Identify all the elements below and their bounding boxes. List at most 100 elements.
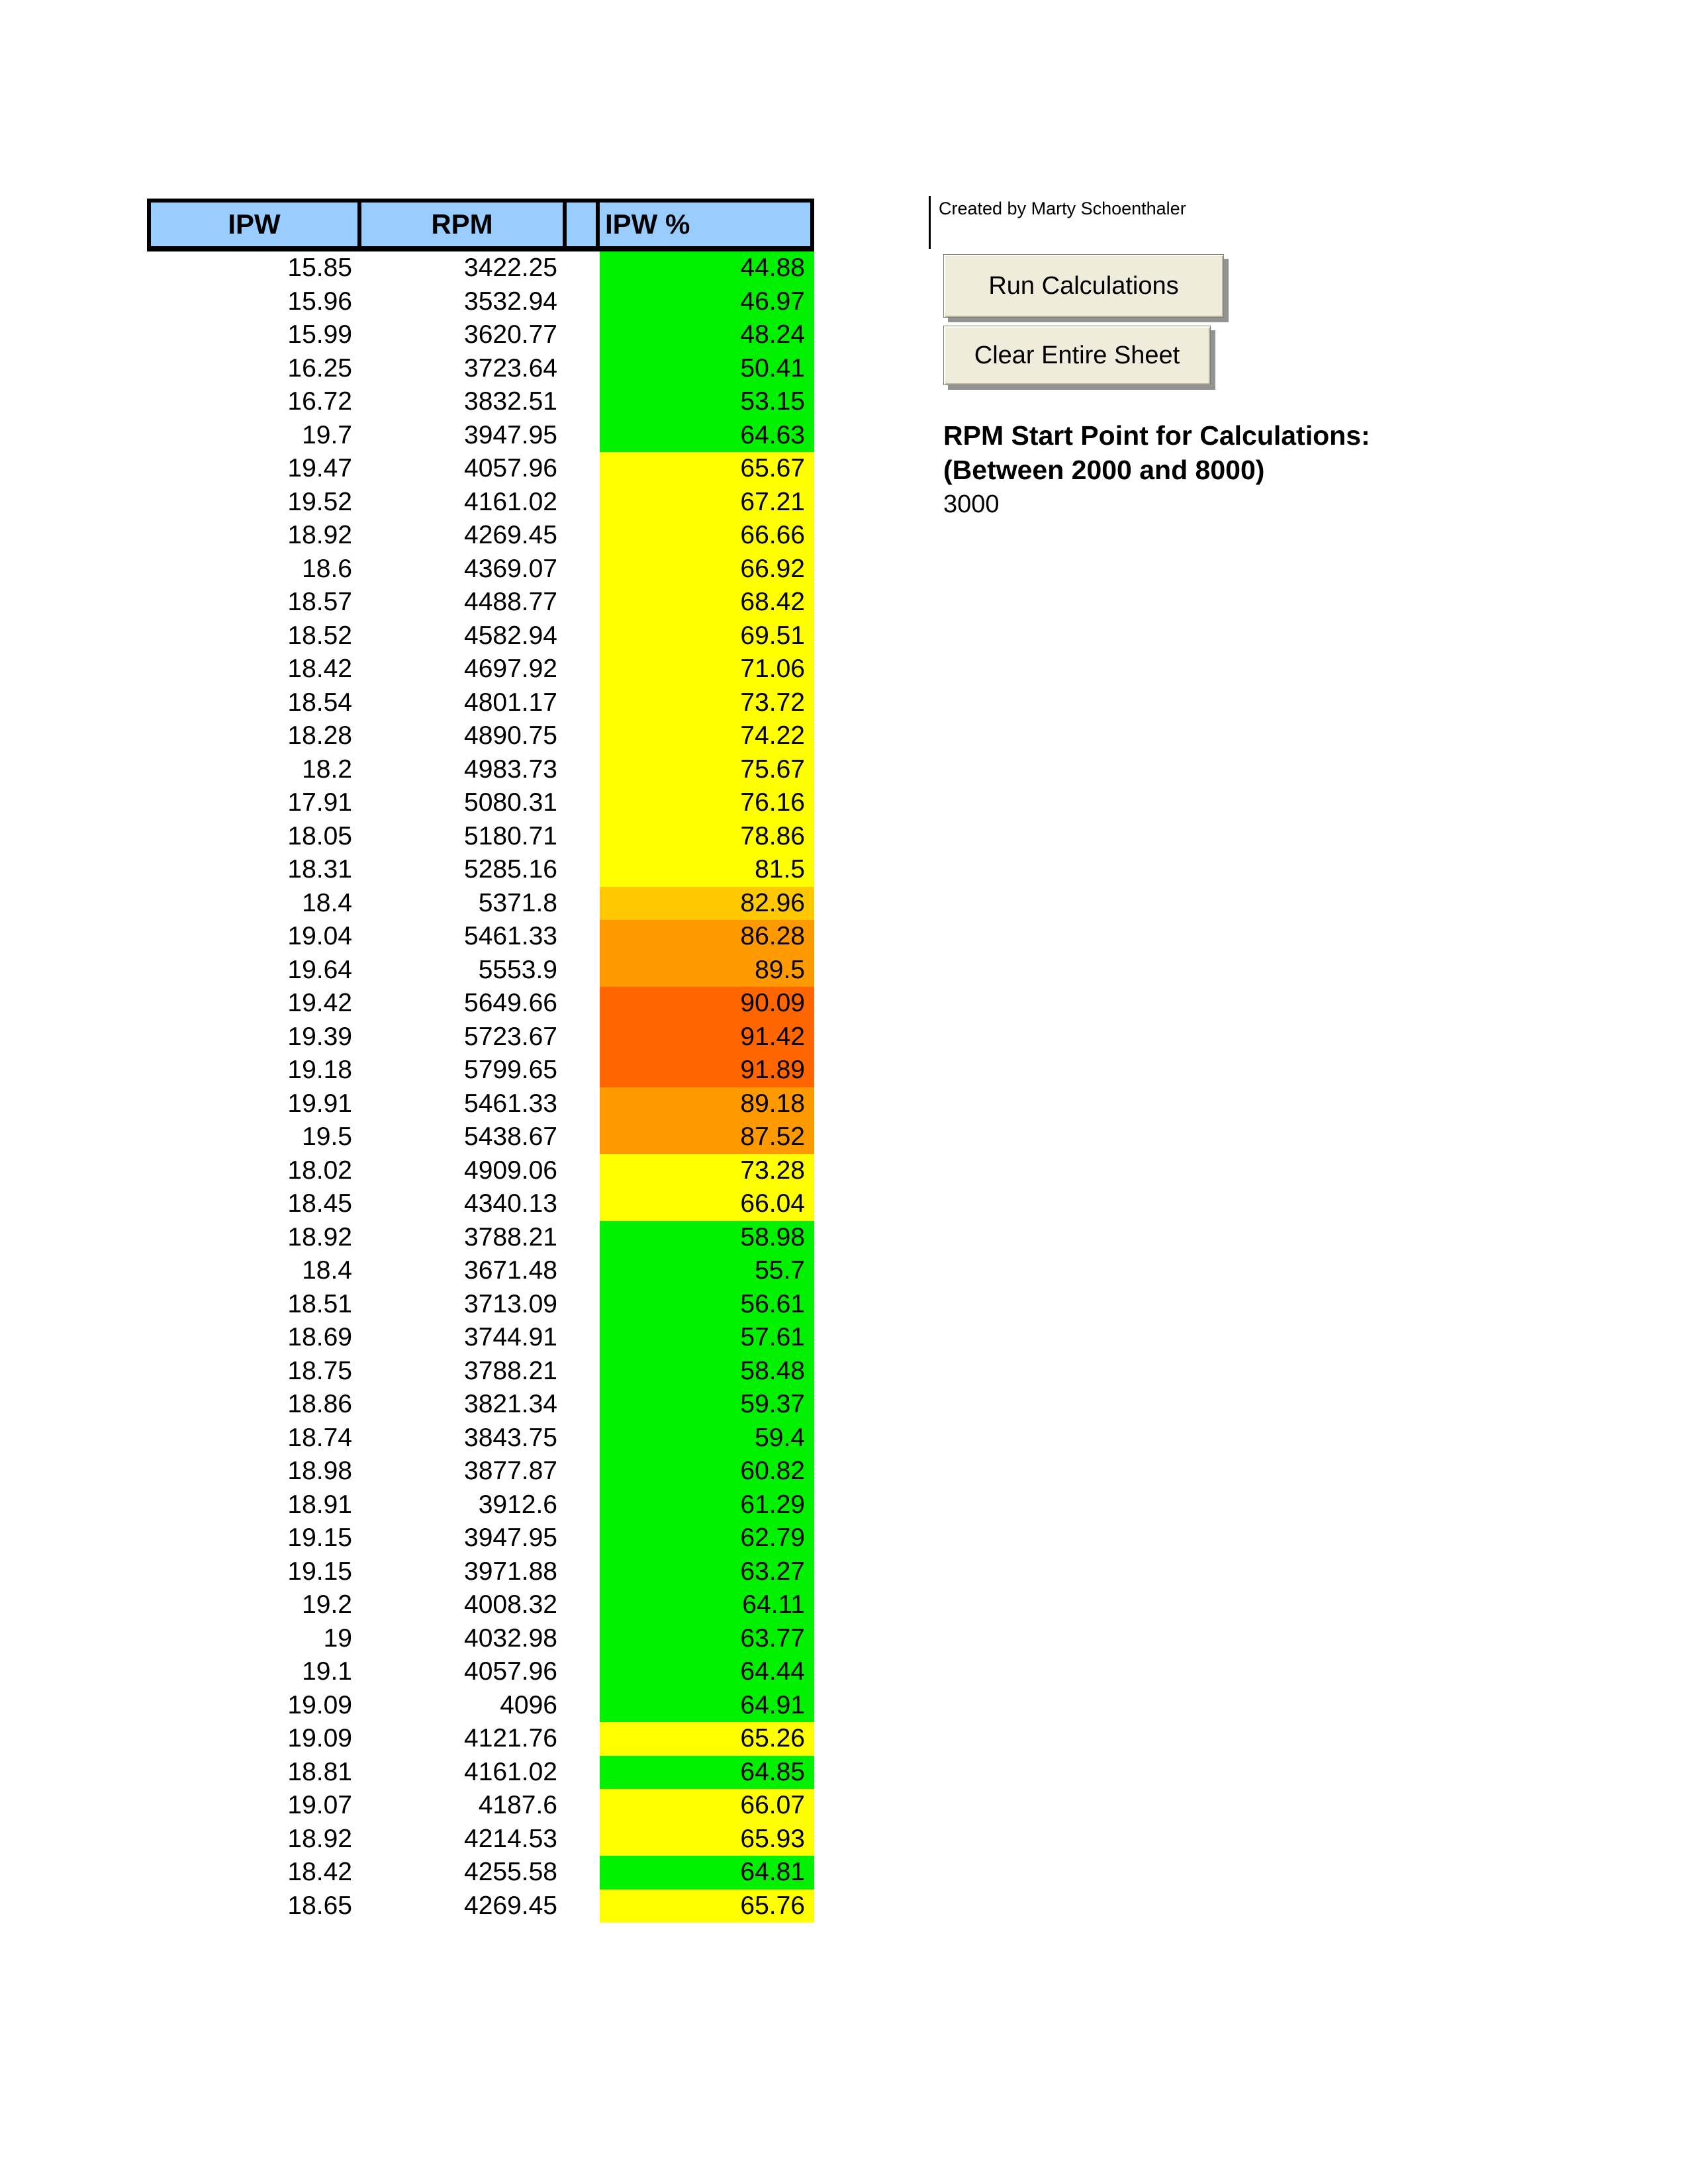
rpm-cell[interactable]: 3713.09 bbox=[464, 1289, 557, 1318]
spacer-cell[interactable] bbox=[567, 1021, 600, 1054]
rpm-cell[interactable]: 5649.66 bbox=[464, 989, 557, 1018]
rpm-cell[interactable]: 5438.67 bbox=[464, 1122, 557, 1152]
ipw-pct-cell[interactable]: 66.92 bbox=[600, 552, 814, 586]
ipw-cell[interactable]: 19.15 bbox=[287, 1524, 352, 1553]
ipw-cell[interactable]: 18.31 bbox=[287, 855, 352, 884]
rpm-cell[interactable]: 5080.31 bbox=[464, 788, 557, 817]
ipw-pct-cell[interactable]: 64.85 bbox=[600, 1755, 814, 1789]
ipw-pct-cell[interactable]: 59.4 bbox=[600, 1421, 814, 1455]
rpm-cell[interactable]: 3971.88 bbox=[464, 1557, 557, 1586]
ipw-cell[interactable]: 18.51 bbox=[287, 1289, 352, 1318]
ipw-cell[interactable]: 18.2 bbox=[302, 754, 352, 784]
spacer-cell[interactable] bbox=[567, 1120, 600, 1154]
ipw-cell[interactable]: 18.92 bbox=[287, 1824, 352, 1853]
spacer-cell[interactable] bbox=[567, 1756, 600, 1790]
rpm-cell[interactable]: 3744.91 bbox=[464, 1323, 557, 1352]
spacer-cell[interactable] bbox=[567, 1355, 600, 1388]
ipw-pct-cell[interactable]: 60.82 bbox=[600, 1455, 814, 1488]
spacer-cell[interactable] bbox=[567, 1422, 600, 1455]
rpm-cell[interactable]: 5180.71 bbox=[464, 821, 557, 850]
rpm-cell[interactable]: 3788.21 bbox=[464, 1222, 557, 1251]
rpm-cell[interactable]: 4057.96 bbox=[464, 1657, 557, 1686]
spacer-cell[interactable] bbox=[567, 1522, 600, 1555]
ipw-cell[interactable]: 18.92 bbox=[287, 1222, 352, 1251]
rpm-cell[interactable]: 4008.32 bbox=[464, 1590, 557, 1619]
ipw-cell[interactable]: 19.47 bbox=[287, 454, 352, 483]
ipw-cell[interactable]: 15.85 bbox=[287, 253, 352, 283]
ipw-cell[interactable]: 19.7 bbox=[302, 420, 352, 449]
ipw-pct-cell[interactable]: 46.97 bbox=[600, 285, 814, 318]
rpm-cell[interactable]: 4909.06 bbox=[464, 1156, 557, 1185]
ipw-cell[interactable]: 19 bbox=[323, 1623, 352, 1653]
rpm-cell[interactable]: 3620.77 bbox=[464, 320, 557, 349]
ipw-cell[interactable]: 18.4 bbox=[302, 888, 352, 917]
ipw-pct-cell[interactable]: 90.09 bbox=[600, 987, 814, 1021]
spacer-cell[interactable] bbox=[567, 887, 600, 921]
ipw-pct-cell[interactable]: 64.81 bbox=[600, 1856, 814, 1889]
ipw-cell[interactable]: 18.28 bbox=[287, 721, 352, 751]
spacer-cell[interactable] bbox=[567, 486, 600, 520]
spacer-cell[interactable] bbox=[567, 1187, 600, 1221]
ipw-cell[interactable]: 18.6 bbox=[302, 554, 352, 583]
spacer-cell[interactable] bbox=[567, 920, 600, 954]
ipw-pct-cell[interactable]: 89.5 bbox=[600, 953, 814, 987]
ipw-pct-cell[interactable]: 65.26 bbox=[600, 1722, 814, 1756]
ipw-pct-cell[interactable]: 63.77 bbox=[600, 1621, 814, 1655]
spacer-cell[interactable] bbox=[567, 1488, 600, 1522]
rpm-cell[interactable]: 5799.65 bbox=[464, 1056, 557, 1085]
spacer-cell[interactable] bbox=[567, 786, 600, 820]
ipw-cell[interactable]: 17.91 bbox=[287, 788, 352, 817]
ipw-cell[interactable]: 18.42 bbox=[287, 655, 352, 684]
spacer-cell[interactable] bbox=[567, 1455, 600, 1488]
ipw-pct-cell[interactable]: 48.24 bbox=[600, 318, 814, 352]
spacer-cell[interactable] bbox=[567, 419, 600, 453]
ipw-cell[interactable]: 15.99 bbox=[287, 320, 352, 349]
ipw-pct-cell[interactable]: 87.52 bbox=[600, 1120, 814, 1154]
ipw-cell[interactable]: 18.05 bbox=[287, 821, 352, 850]
rpm-cell[interactable]: 3821.34 bbox=[464, 1390, 557, 1419]
ipw-cell[interactable]: 19.07 bbox=[287, 1791, 352, 1820]
spacer-cell[interactable] bbox=[567, 1288, 600, 1322]
spacer-cell[interactable] bbox=[567, 686, 600, 720]
spacer-cell[interactable] bbox=[567, 1789, 600, 1823]
ipw-pct-cell[interactable]: 64.11 bbox=[600, 1588, 814, 1622]
spacer-cell[interactable] bbox=[567, 318, 600, 352]
ipw-pct-cell[interactable]: 67.21 bbox=[600, 485, 814, 519]
ipw-pct-cell[interactable]: 57.61 bbox=[600, 1321, 814, 1355]
header-cell-ipw-pct[interactable]: IPW % bbox=[605, 208, 690, 240]
ipw-pct-cell[interactable]: 66.07 bbox=[600, 1789, 814, 1823]
ipw-pct-cell[interactable]: 55.7 bbox=[600, 1254, 814, 1288]
rpm-cell[interactable]: 3912.6 bbox=[478, 1490, 557, 1519]
spacer-cell[interactable] bbox=[567, 987, 600, 1021]
ipw-pct-cell[interactable]: 66.66 bbox=[600, 519, 814, 553]
rpm-cell[interactable]: 4161.02 bbox=[464, 487, 557, 516]
ipw-pct-cell[interactable]: 53.15 bbox=[600, 385, 814, 419]
ipw-pct-cell[interactable]: 62.79 bbox=[600, 1522, 814, 1555]
ipw-cell[interactable]: 18.65 bbox=[287, 1891, 352, 1920]
rpm-cell[interactable]: 4269.45 bbox=[464, 1891, 557, 1920]
ipw-pct-cell[interactable]: 74.22 bbox=[600, 719, 814, 753]
ipw-cell[interactable]: 15.96 bbox=[287, 287, 352, 316]
spacer-cell[interactable] bbox=[567, 1655, 600, 1689]
ipw-cell[interactable]: 19.52 bbox=[287, 487, 352, 516]
spacer-cell[interactable] bbox=[567, 1221, 600, 1255]
ipw-cell[interactable]: 18.4 bbox=[302, 1256, 352, 1285]
ipw-cell[interactable]: 19.2 bbox=[302, 1590, 352, 1619]
ipw-cell[interactable]: 18.74 bbox=[287, 1423, 352, 1452]
ipw-cell[interactable]: 18.91 bbox=[287, 1490, 352, 1519]
ipw-pct-cell[interactable]: 65.67 bbox=[600, 452, 814, 486]
spacer-cell[interactable] bbox=[567, 553, 600, 586]
ipw-cell[interactable]: 16.25 bbox=[287, 353, 352, 383]
spacer-cell[interactable] bbox=[567, 285, 600, 319]
ipw-pct-cell[interactable]: 68.42 bbox=[600, 586, 814, 619]
spacer-cell[interactable] bbox=[567, 519, 600, 553]
run-calculations-button[interactable]: Run Calculations bbox=[943, 254, 1224, 318]
rpm-cell[interactable]: 4161.02 bbox=[464, 1757, 557, 1786]
ipw-pct-cell[interactable]: 64.63 bbox=[600, 418, 814, 452]
spacer-cell[interactable] bbox=[567, 352, 600, 386]
spacer-cell[interactable] bbox=[567, 619, 600, 653]
ipw-pct-cell[interactable]: 61.29 bbox=[600, 1488, 814, 1522]
rpm-start-value[interactable]: 3000 bbox=[943, 490, 1000, 518]
spacer-cell[interactable] bbox=[567, 251, 600, 285]
rpm-cell[interactable]: 5723.67 bbox=[464, 1022, 557, 1051]
